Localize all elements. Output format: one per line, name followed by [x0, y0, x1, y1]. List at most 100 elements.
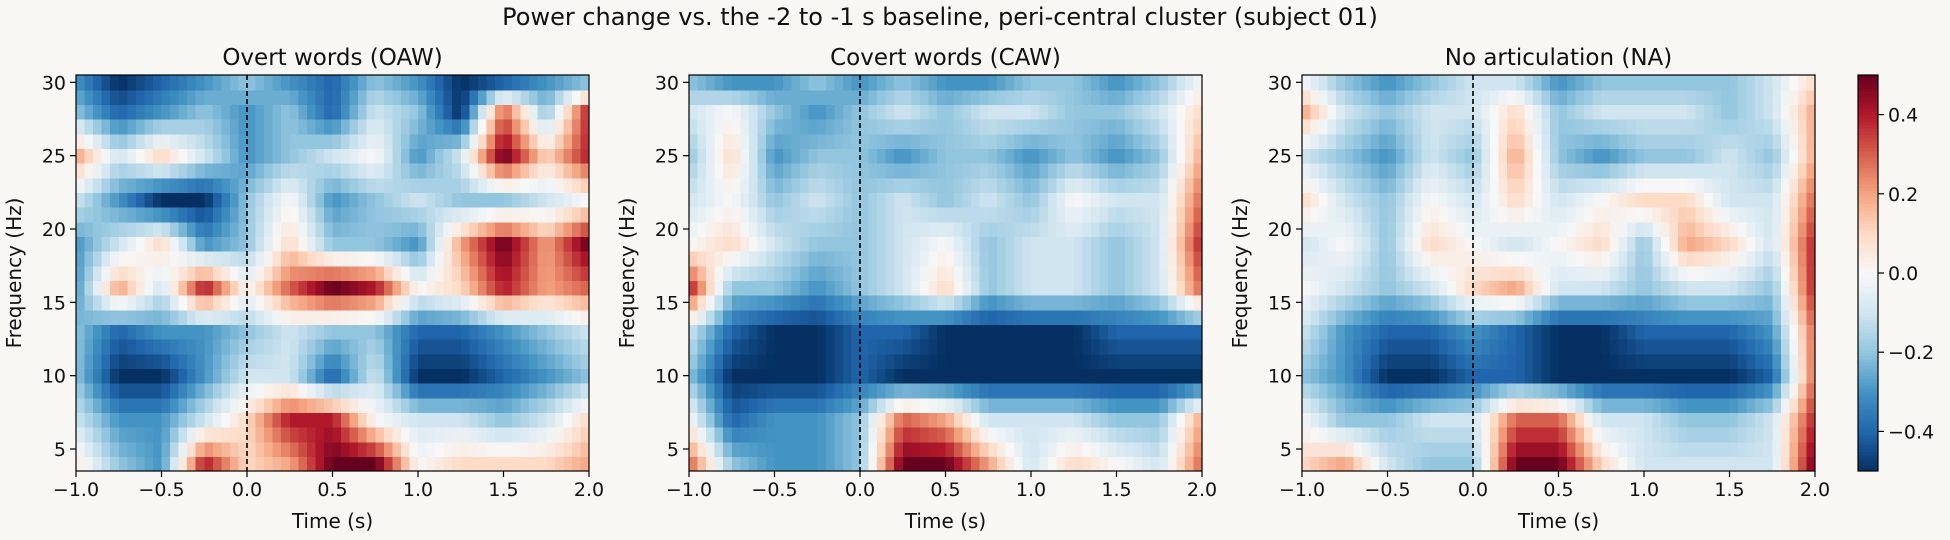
heatmap-cell	[1618, 412, 1628, 428]
heatmap-cell	[740, 236, 750, 252]
heatmap-cell	[1031, 324, 1041, 340]
heatmap-cell	[1048, 324, 1058, 340]
heatmap-cell	[418, 177, 428, 193]
heatmap-cell	[1609, 75, 1619, 91]
heatmap-cell	[264, 280, 274, 296]
heatmap-cell	[537, 192, 547, 208]
heatmap-cell	[885, 280, 895, 296]
heatmap-cell	[187, 148, 197, 164]
heatmap-cell	[486, 309, 496, 325]
heatmap-cell	[1763, 412, 1773, 428]
heatmap-cell	[161, 207, 171, 223]
heatmap-cell	[494, 309, 505, 325]
heatmap-cell	[1447, 89, 1457, 105]
heatmap-cell	[834, 427, 844, 443]
heatmap-cell	[195, 368, 205, 384]
heatmap-cell	[1695, 339, 1705, 355]
heatmap-cell	[537, 207, 547, 223]
heatmap-cell	[1695, 353, 1705, 369]
heatmap-cell	[529, 339, 539, 355]
heatmap-cell	[1396, 324, 1406, 340]
heatmap-cell	[723, 309, 733, 325]
heatmap-cell	[1090, 75, 1100, 91]
heatmap-cell	[885, 192, 895, 208]
heatmap-cell	[255, 221, 265, 237]
heatmap-cell	[1473, 192, 1483, 208]
heatmap-cell	[1703, 324, 1713, 340]
heatmap-cell	[1142, 251, 1152, 267]
x-tick-label: 0.5	[930, 479, 960, 501]
heatmap-cell	[825, 163, 835, 179]
heatmap-cell	[1763, 89, 1773, 105]
heatmap-cell	[800, 236, 810, 252]
heatmap-cell	[808, 119, 818, 135]
heatmap-cell	[1797, 412, 1808, 428]
heatmap-cell	[1797, 207, 1808, 223]
heatmap-cell	[1549, 456, 1560, 472]
heatmap-cell	[418, 427, 428, 443]
heatmap-cell	[512, 324, 522, 340]
heatmap-cell	[1720, 295, 1731, 311]
heatmap-cell	[1193, 192, 1203, 208]
heatmap-cell	[1421, 280, 1431, 296]
heatmap-cell	[1099, 221, 1109, 237]
heatmap-cell	[791, 280, 801, 296]
heatmap-cell	[477, 383, 487, 399]
heatmap-cell	[1353, 251, 1363, 267]
heatmap-cell	[1601, 383, 1611, 399]
heatmap-cell	[825, 456, 835, 472]
heatmap-cell	[229, 177, 240, 193]
heatmap-cell	[1592, 427, 1602, 443]
heatmap-cell	[255, 104, 265, 120]
heatmap-cell	[1176, 441, 1186, 457]
heatmap-cell	[1524, 383, 1534, 399]
heatmap-cell	[366, 133, 376, 149]
heatmap-cell	[1184, 265, 1195, 281]
heatmap-cell	[247, 89, 257, 105]
heatmap-cell	[1806, 456, 1816, 472]
heatmap-cell	[1797, 456, 1808, 472]
heatmap-cell	[1532, 368, 1542, 384]
heatmap-cell	[323, 75, 334, 91]
heatmap-cell	[1176, 456, 1186, 472]
heatmap-cell	[1065, 456, 1075, 472]
heatmap-cell	[1447, 280, 1457, 296]
heatmap-cell	[774, 119, 784, 135]
heatmap-cell	[1142, 163, 1152, 179]
heatmap-cell	[1635, 427, 1645, 443]
heatmap-cell	[272, 148, 282, 164]
heatmap-cell	[1438, 412, 1448, 428]
heatmap-cell	[1575, 104, 1585, 120]
heatmap-cell	[76, 265, 86, 281]
heatmap-cell	[1039, 265, 1049, 281]
heatmap-cell	[161, 75, 171, 91]
heatmap-cell	[1524, 295, 1534, 311]
heatmap-cell	[757, 192, 767, 208]
heatmap-cell	[1378, 236, 1389, 252]
heatmap-cell	[1772, 280, 1782, 296]
heatmap-cell	[178, 368, 188, 384]
heatmap-cell	[1507, 456, 1517, 472]
heatmap-cell	[1772, 441, 1782, 457]
heatmap-cell	[1626, 133, 1637, 149]
heatmap-cell	[477, 207, 487, 223]
heatmap-cell	[757, 324, 767, 340]
heatmap-cell	[1039, 456, 1049, 472]
heatmap-cell	[1524, 221, 1534, 237]
heatmap-cell	[1755, 163, 1765, 179]
heatmap-cell	[1720, 441, 1731, 457]
heatmap-cell	[765, 221, 776, 237]
heatmap-cell	[110, 412, 120, 428]
heatmap-cell	[1421, 104, 1431, 120]
heatmap-cell	[868, 441, 878, 457]
heatmap-cell	[580, 353, 590, 369]
heatmap-cell	[135, 280, 145, 296]
heatmap-cell	[1073, 295, 1083, 311]
heatmap-cell	[1327, 339, 1337, 355]
heatmap-cell	[962, 368, 972, 384]
heatmap-cell	[503, 163, 513, 179]
heatmap-cell	[204, 368, 214, 384]
heatmap-cell	[1515, 251, 1525, 267]
heatmap-cell	[1644, 89, 1654, 105]
heatmap-cell	[341, 339, 351, 355]
